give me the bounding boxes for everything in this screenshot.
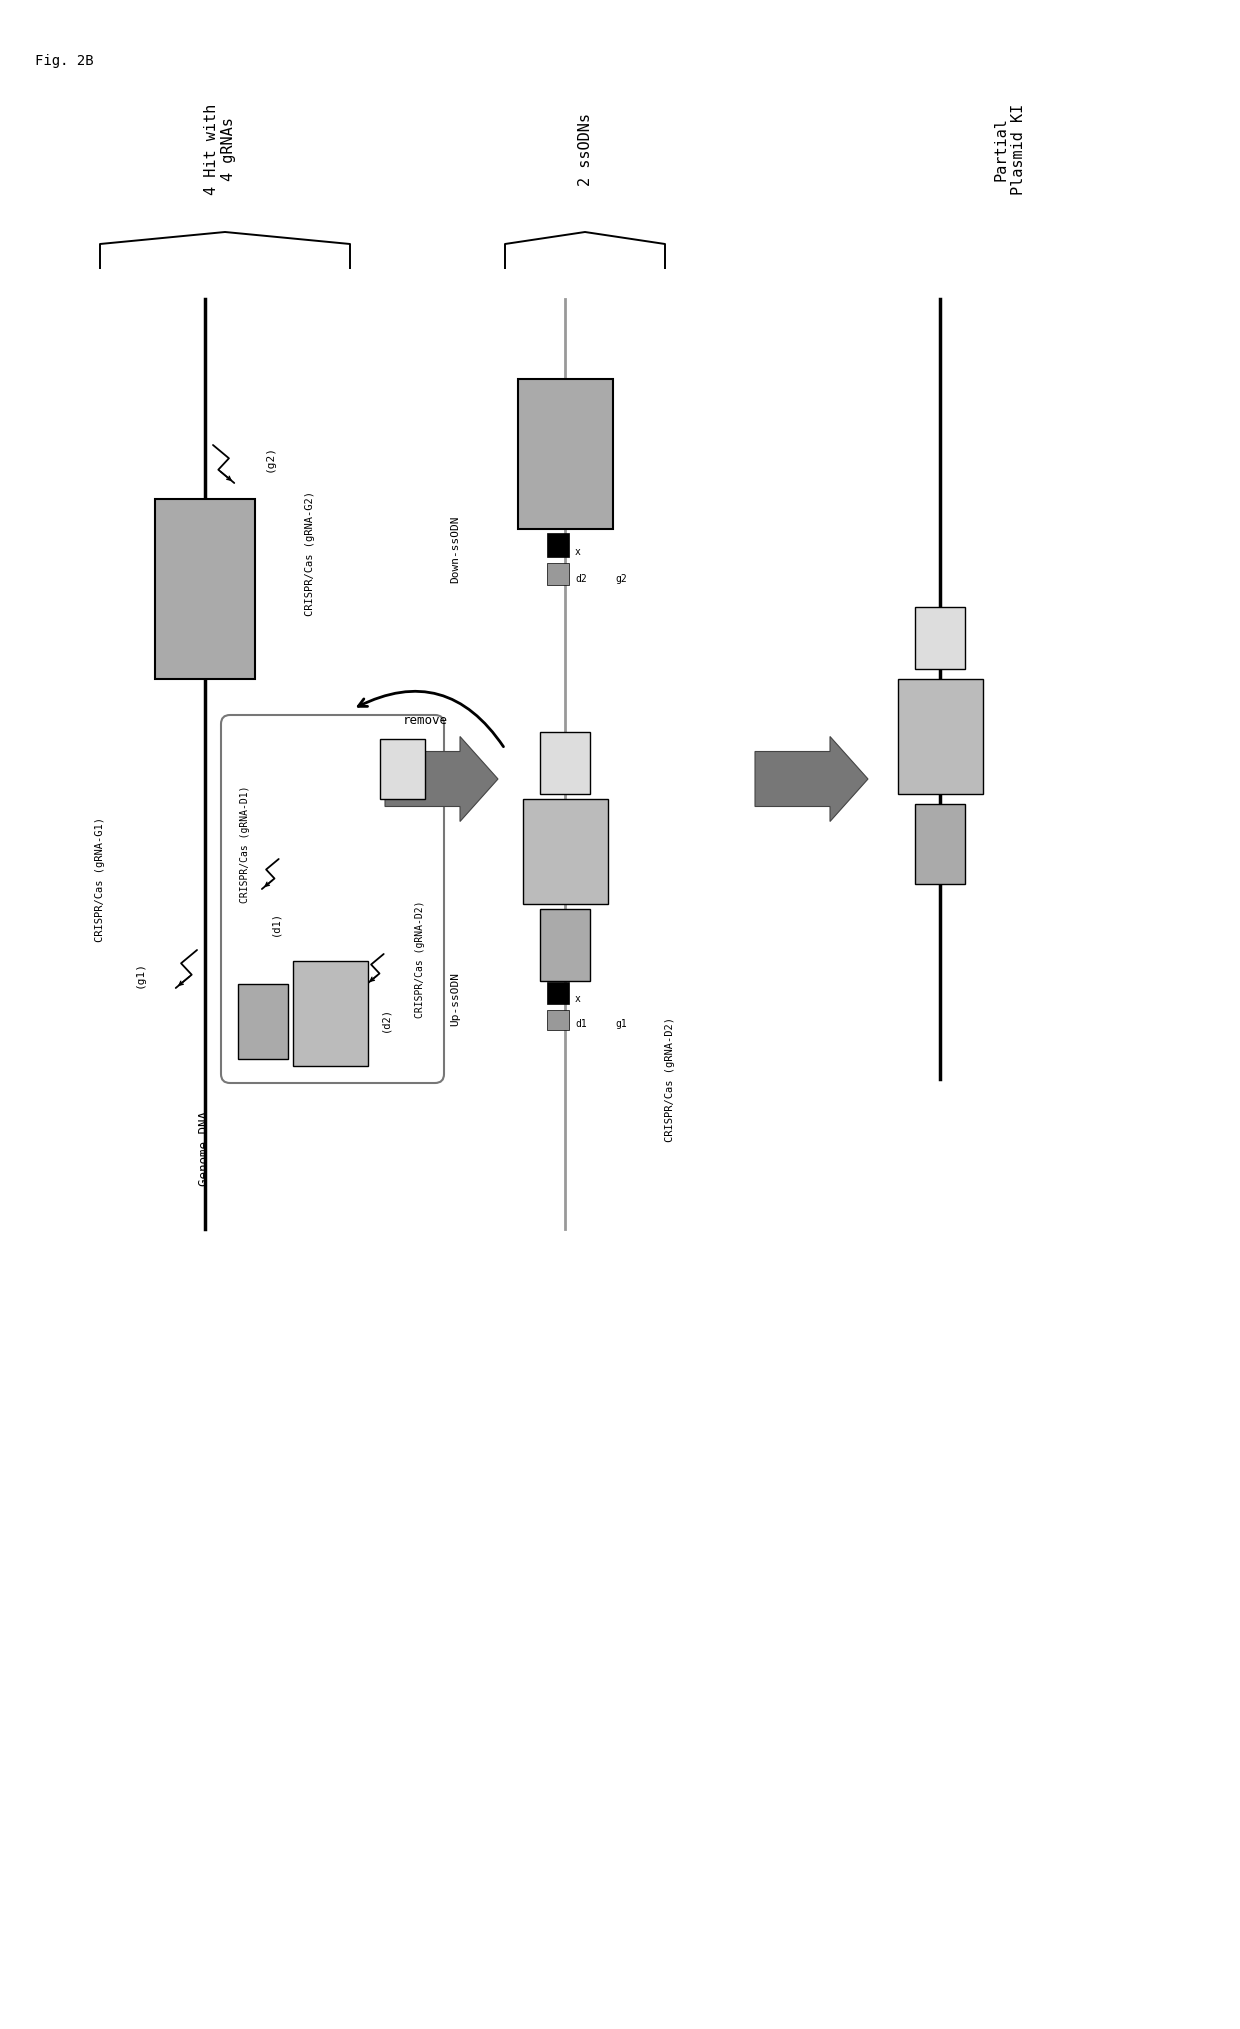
Bar (539, 732, 590, 793)
Bar (547, 982, 569, 1004)
FancyBboxPatch shape (221, 714, 444, 1083)
Text: d1: d1 (575, 1019, 587, 1029)
Text: remove: remove (403, 714, 448, 726)
Text: Fig. 2B: Fig. 2B (35, 55, 94, 69)
Text: pA: pA (560, 757, 570, 769)
Bar (522, 799, 608, 905)
Bar (915, 607, 965, 670)
Text: Down-ssODN: Down-ssODN (450, 515, 460, 582)
Text: 4 Hit with
4 gRNAs: 4 Hit with 4 gRNAs (203, 103, 236, 195)
Text: pA: pA (935, 633, 945, 643)
Bar (155, 499, 255, 680)
Text: x: x (575, 548, 580, 558)
Text: Gene A: Gene A (560, 434, 570, 475)
Text: (d1): (d1) (270, 911, 280, 937)
Text: (d2): (d2) (379, 1006, 391, 1031)
Text: Gene B: Gene B (326, 998, 335, 1029)
Text: Prom.: Prom. (258, 1010, 268, 1033)
Text: x: x (575, 994, 580, 1004)
Bar (547, 1010, 569, 1031)
FancyArrow shape (755, 737, 868, 822)
Text: CRISPR/Cas (gRNA-G2): CRISPR/Cas (gRNA-G2) (305, 491, 315, 617)
Bar (238, 984, 288, 1059)
Text: (g2): (g2) (265, 446, 275, 473)
Text: Gene: Gene (560, 838, 570, 864)
Text: d2: d2 (575, 574, 587, 584)
Bar (915, 803, 965, 885)
Text: Gene: Gene (935, 722, 945, 751)
Text: CRISPR/Cas (gRNA-D2): CRISPR/Cas (gRNA-D2) (665, 1017, 675, 1142)
Bar (547, 562, 569, 584)
Text: pA: pA (398, 765, 407, 773)
Text: CRISPR/Cas (gRNA-D2): CRISPR/Cas (gRNA-D2) (415, 901, 425, 1019)
Bar (293, 962, 368, 1065)
Bar (517, 379, 613, 530)
Text: Prom.: Prom. (935, 832, 945, 856)
Bar (547, 534, 569, 558)
Text: Partial
Plasmid KI: Partial Plasmid KI (993, 103, 1027, 195)
Text: g2: g2 (615, 574, 626, 584)
Text: CRISPR/Cas (gRNA-D1): CRISPR/Cas (gRNA-D1) (241, 785, 250, 903)
Bar (898, 680, 982, 793)
Text: Up-ssODN: Up-ssODN (450, 972, 460, 1027)
Bar (379, 739, 425, 799)
Text: CRISPR/Cas (gRNA-G1): CRISPR/Cas (gRNA-G1) (95, 816, 105, 941)
FancyArrow shape (384, 737, 498, 822)
Text: (g1): (g1) (135, 960, 145, 988)
Text: Prom.: Prom. (560, 933, 569, 956)
Text: g1: g1 (615, 1019, 626, 1029)
Bar (539, 909, 590, 980)
Text: Gene A: Gene A (200, 568, 210, 609)
Text: Genome DNA: Genome DNA (198, 1112, 212, 1187)
Text: 2 ssODNs: 2 ssODNs (578, 112, 593, 185)
